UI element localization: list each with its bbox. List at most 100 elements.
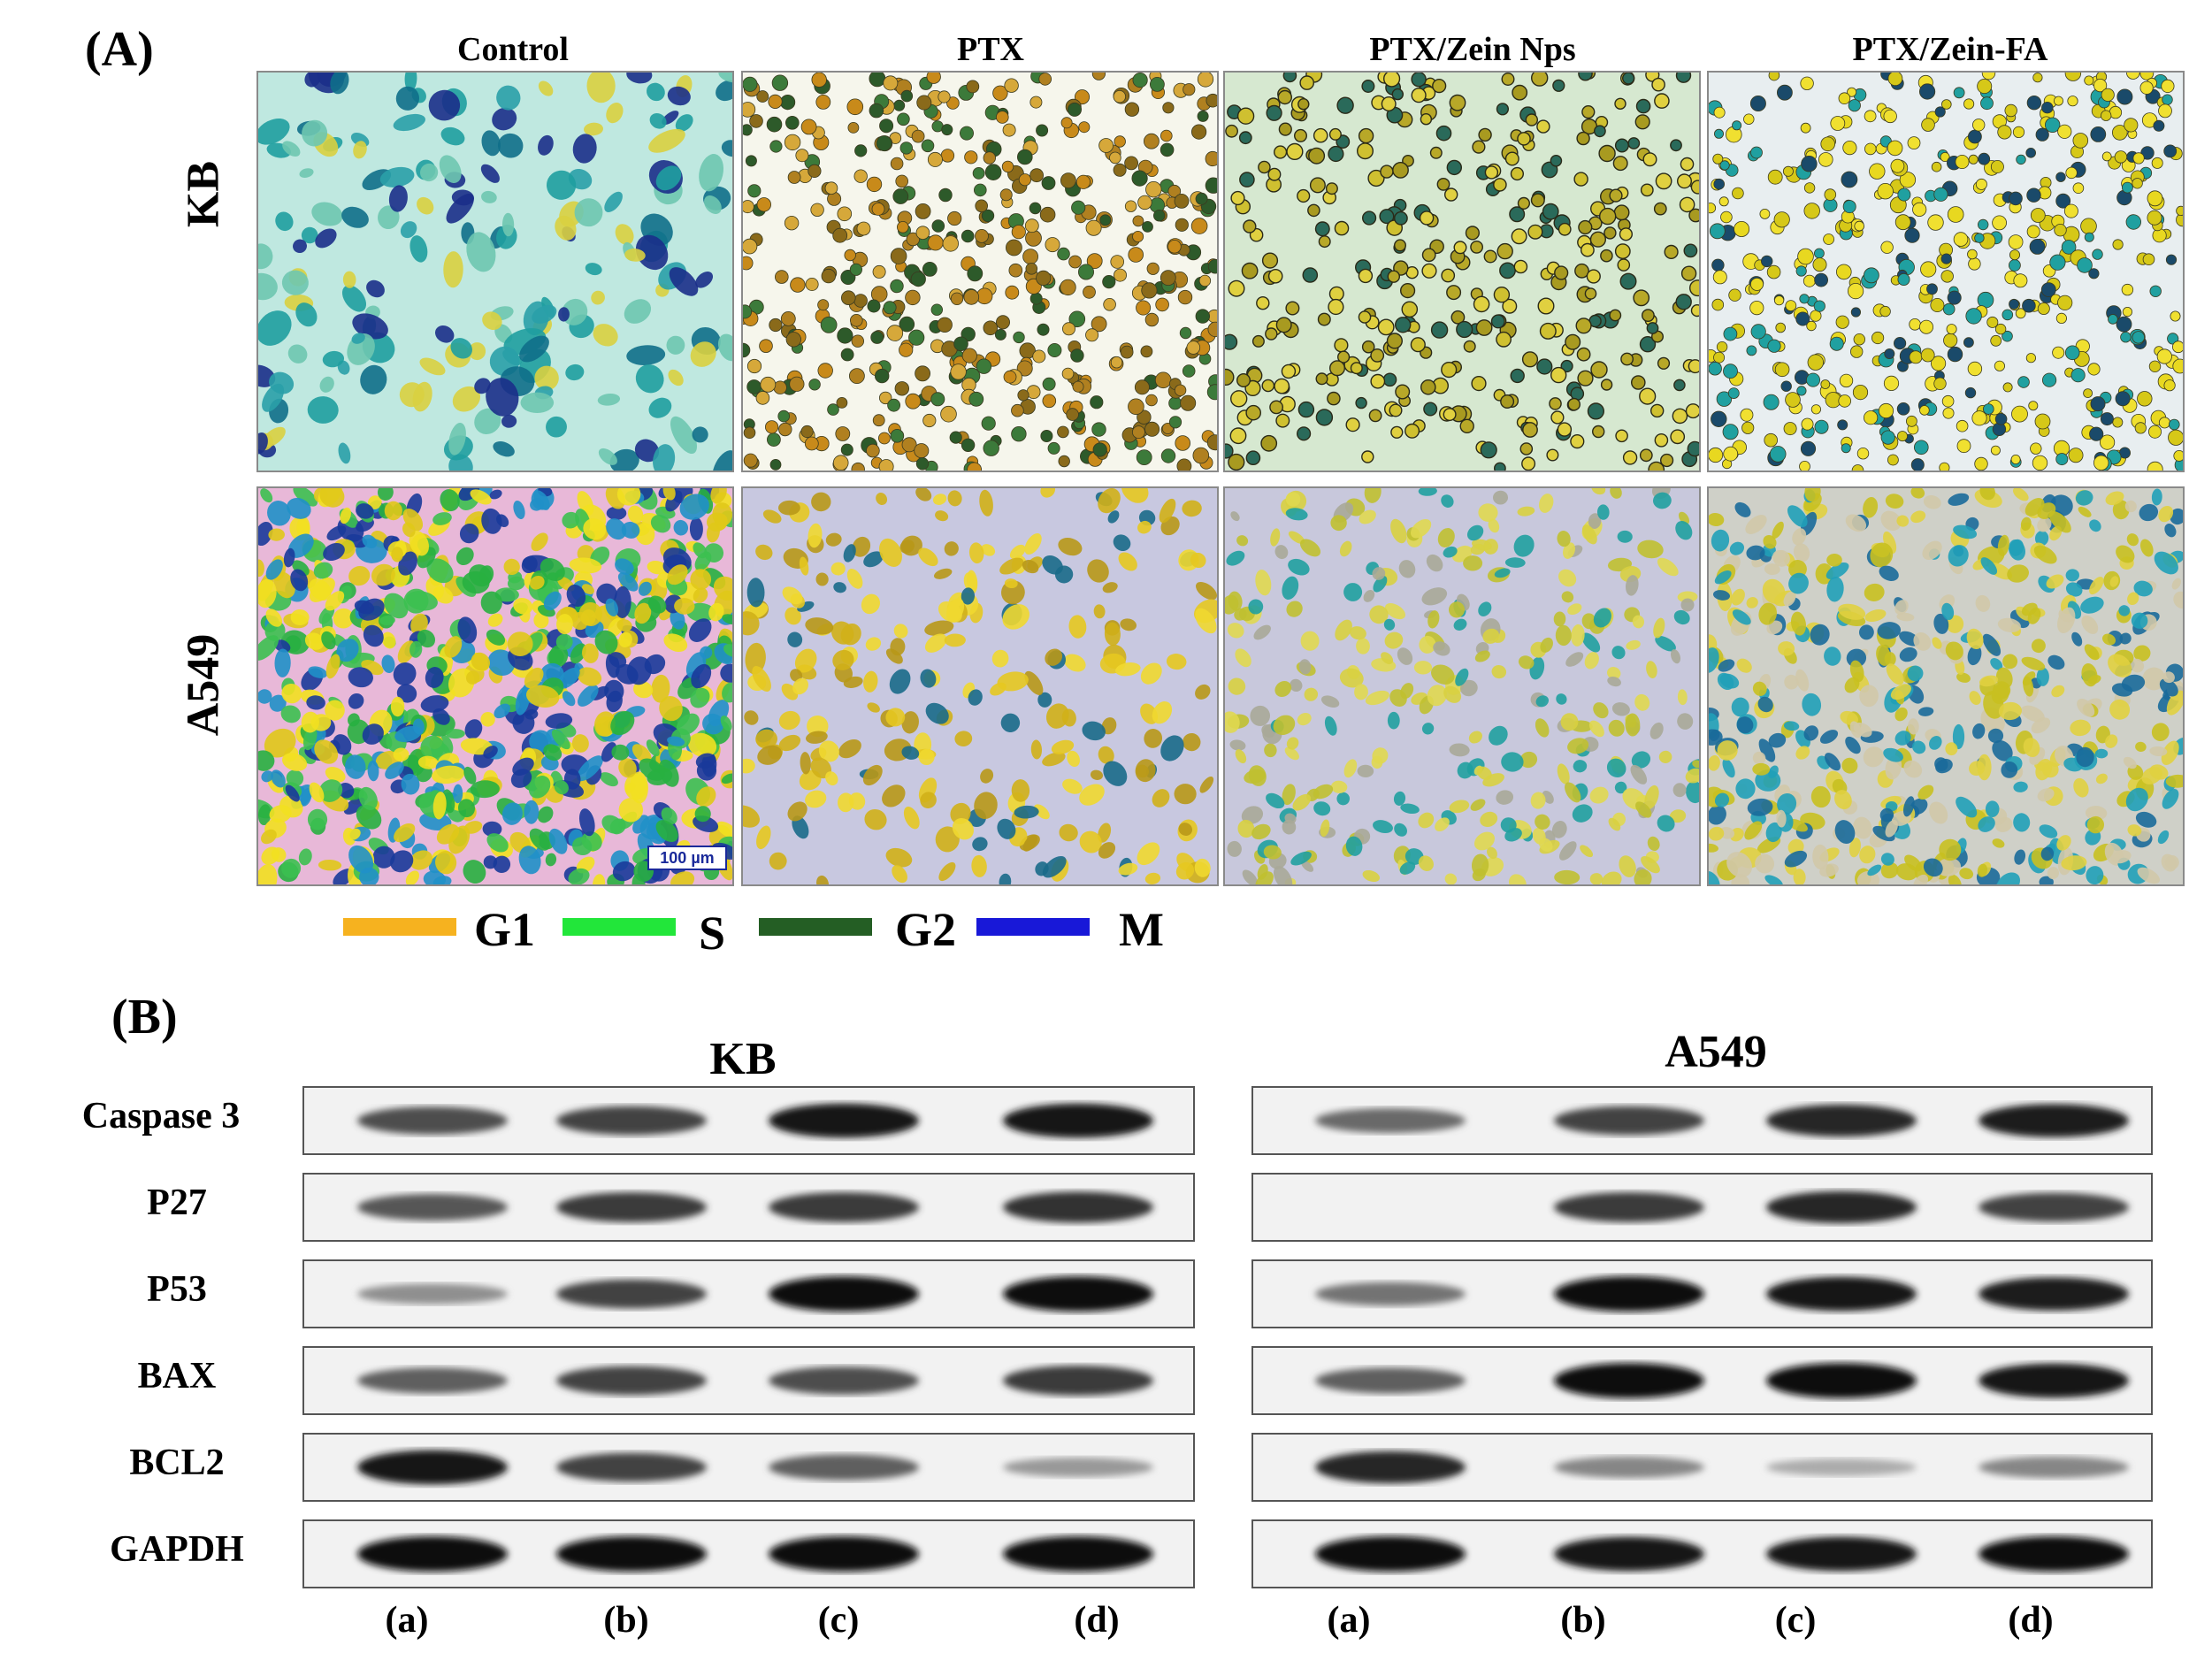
blot-strip-kb-p27 — [302, 1173, 1195, 1242]
blot-strip-kb-bax — [302, 1346, 1195, 1415]
band-a549-2-2 — [1766, 1276, 1917, 1312]
band-kb-1-1 — [556, 1192, 707, 1222]
lane-label-a549-2: (c) — [1774, 1600, 1817, 1641]
protein-label-p27: P27 — [147, 1182, 207, 1223]
protein-label-p53: P53 — [147, 1269, 207, 1310]
band-a549-4-2 — [1766, 1458, 1917, 1476]
column-title-ptx: PTX — [957, 31, 1024, 68]
band-kb-0-1 — [556, 1106, 707, 1136]
legend-swatch-s — [563, 918, 676, 936]
band-kb-4-0 — [357, 1450, 508, 1485]
protein-label-bax: BAX — [137, 1356, 217, 1397]
blot-strip-a549-gapdh — [1251, 1519, 2153, 1588]
band-kb-0-3 — [1003, 1103, 1153, 1138]
micrograph-a549-control — [256, 486, 734, 886]
blot-strip-kb-bcl2 — [302, 1433, 1195, 1502]
band-kb-3-3 — [1003, 1366, 1153, 1396]
band-a549-2-3 — [1979, 1277, 2129, 1311]
band-a549-3-0 — [1315, 1367, 1466, 1394]
legend-swatch-g2 — [759, 918, 872, 936]
band-a549-1-2 — [1766, 1190, 1917, 1224]
protein-label-caspase-3: Caspase 3 — [81, 1096, 241, 1136]
band-a549-1-3 — [1979, 1192, 2129, 1222]
blot-strip-kb-gapdh — [302, 1519, 1195, 1588]
legend-label-m: M — [1119, 903, 1164, 956]
band-kb-3-1 — [556, 1366, 707, 1396]
band-kb-4-1 — [556, 1452, 707, 1482]
lane-label-kb-1: (b) — [603, 1600, 649, 1641]
band-a549-5-3 — [1979, 1536, 2129, 1572]
blot-strip-a549-p53 — [1251, 1259, 2153, 1328]
blot-strip-kb-caspase-3 — [302, 1086, 1195, 1155]
legend-label-s: S — [699, 907, 726, 960]
band-kb-0-2 — [769, 1103, 919, 1138]
micrograph-kb-ptx — [741, 71, 1219, 472]
blot-strip-a549-caspase-3 — [1251, 1086, 2153, 1155]
protein-label-gapdh: GAPDH — [110, 1529, 244, 1570]
lane-label-a549-0: (a) — [1327, 1600, 1371, 1641]
micrograph-kb-ptx-zein-nps — [1223, 71, 1701, 472]
blot-strip-kb-p53 — [302, 1259, 1195, 1328]
band-kb-1-2 — [769, 1192, 919, 1222]
band-a549-5-0 — [1315, 1536, 1466, 1572]
blot-group-title-kb: KB — [709, 1034, 777, 1084]
band-a549-4-0 — [1315, 1450, 1466, 1484]
band-kb-2-2 — [769, 1276, 919, 1312]
panel-b-label: (B) — [111, 990, 178, 1045]
blot-group-title-a549: A549 — [1665, 1027, 1767, 1077]
lane-label-kb-3: (d) — [1074, 1600, 1120, 1641]
band-a549-3-3 — [1979, 1363, 2129, 1398]
micrograph-a549-ptx — [741, 486, 1219, 886]
band-kb-5-3 — [1003, 1536, 1153, 1572]
band-a549-4-3 — [1979, 1456, 2129, 1479]
legend-label-g1: G1 — [474, 903, 536, 956]
band-kb-5-1 — [556, 1536, 707, 1572]
legend-swatch-m — [976, 918, 1090, 936]
band-a549-1-1 — [1554, 1192, 1704, 1222]
legend-swatch-g1 — [343, 918, 456, 936]
band-a549-0-1 — [1554, 1106, 1704, 1136]
band-kb-4-2 — [769, 1454, 919, 1481]
lane-label-kb-2: (c) — [817, 1600, 860, 1641]
band-a549-3-1 — [1554, 1363, 1704, 1398]
lane-label-a549-1: (b) — [1560, 1600, 1606, 1641]
band-kb-1-0 — [357, 1193, 508, 1221]
band-a549-4-1 — [1554, 1456, 1704, 1479]
scale-bar: 100 µm — [647, 846, 727, 870]
column-title-control: Control — [457, 31, 569, 68]
micrograph-kb-ptx-zein-fa — [1707, 71, 2185, 472]
micrograph-a549-ptx-zein-nps — [1223, 486, 1701, 886]
column-title-ptx-zein-fa: PTX/Zein-FA — [1852, 31, 2048, 68]
row-label-a549: A549 — [178, 633, 229, 737]
band-a549-2-1 — [1554, 1276, 1704, 1312]
micrograph-a549-ptx-zein-fa — [1707, 486, 2185, 886]
band-a549-2-0 — [1315, 1282, 1466, 1306]
blot-strip-a549-p27 — [1251, 1173, 2153, 1242]
blot-strip-a549-bcl2 — [1251, 1433, 2153, 1502]
blot-strip-a549-bax — [1251, 1346, 2153, 1415]
band-a549-0-2 — [1766, 1104, 1917, 1137]
band-kb-3-0 — [357, 1367, 508, 1394]
row-label-kb: KB — [178, 160, 229, 228]
band-kb-5-0 — [357, 1536, 508, 1572]
band-a549-3-2 — [1766, 1363, 1917, 1398]
band-kb-0-0 — [357, 1106, 508, 1135]
lane-label-kb-0: (a) — [385, 1600, 429, 1641]
band-kb-3-2 — [769, 1366, 919, 1395]
lane-label-a549-3: (d) — [2008, 1600, 2054, 1641]
legend-label-g2: G2 — [895, 903, 957, 956]
band-kb-2-0 — [357, 1283, 508, 1305]
band-kb-5-2 — [769, 1536, 919, 1572]
band-a549-5-1 — [1554, 1536, 1704, 1572]
band-kb-2-1 — [556, 1279, 707, 1309]
band-kb-2-3 — [1003, 1276, 1153, 1312]
band-kb-1-3 — [1003, 1191, 1153, 1223]
band-a549-5-2 — [1766, 1536, 1917, 1572]
protein-label-bcl2: BCL2 — [129, 1443, 225, 1483]
band-kb-4-3 — [1003, 1458, 1153, 1477]
micrograph-kb-control — [256, 71, 734, 472]
band-a549-0-0 — [1315, 1108, 1466, 1133]
column-title-ptx-zein-nps: PTX/Zein Nps — [1369, 31, 1576, 68]
panel-a-label: (A) — [85, 22, 154, 77]
band-a549-0-3 — [1979, 1104, 2129, 1137]
